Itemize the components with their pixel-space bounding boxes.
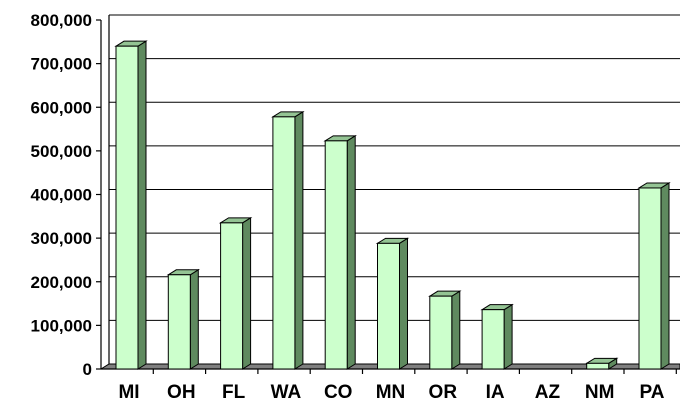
x-category-label: MN: [376, 382, 406, 403]
y-tick-label: 300,000: [31, 229, 92, 248]
y-tick-labels: 0 100,000 200,000 300,000 400,000 500,000 600,…: [31, 11, 92, 379]
y-tick-label: 700,000: [31, 55, 92, 74]
bar-front: [429, 295, 453, 370]
bar-front: [377, 242, 400, 370]
x-category-label: AZ: [535, 382, 561, 403]
bar-side: [346, 134, 356, 370]
x-category-label: PA: [640, 382, 665, 403]
bars: [114, 40, 671, 370]
bar-front: [115, 45, 139, 370]
bar-side: [451, 290, 461, 370]
bar-fl: [218, 216, 253, 370]
bar-front: [324, 140, 348, 370]
x-category-label: IA: [486, 382, 505, 403]
bar-side: [137, 40, 147, 370]
bar-side: [399, 237, 408, 370]
y-tick-label: 200,000: [31, 273, 92, 292]
x-category-label: FL: [222, 382, 246, 403]
bar-front: [638, 187, 662, 370]
bar-nm: [584, 357, 619, 370]
bar-side: [242, 216, 252, 370]
x-category-label: OR: [429, 382, 458, 403]
bar-pa: [637, 182, 671, 370]
bar-side: [660, 182, 670, 370]
bar-front: [272, 116, 296, 370]
bar-front: [481, 309, 505, 370]
bar-or: [428, 290, 462, 370]
bar-wa: [271, 110, 305, 370]
x-category-label: WA: [271, 382, 302, 403]
y-tick-label: 800,000: [31, 11, 92, 30]
x-category-label: CO: [324, 382, 353, 403]
bar-oh: [166, 268, 201, 370]
x-category-label: OH: [167, 382, 196, 403]
x-category-labels: MI OH FL WA CO MN OR IA AZ NM PA: [118, 382, 664, 403]
bar-co: [323, 134, 357, 370]
gridlines: [109, 14, 680, 321]
bar-front: [586, 362, 610, 370]
y-tick-label: 600,000: [31, 98, 92, 117]
bar-side: [503, 303, 513, 370]
y-tick-label: 0: [83, 360, 92, 379]
bar-side: [294, 110, 304, 370]
bar-mn: [375, 237, 410, 370]
bar-front: [220, 222, 244, 370]
x-category-label: NM: [585, 382, 615, 403]
y-tick-label: 100,000: [31, 316, 92, 335]
bar-front: [167, 274, 191, 370]
bar-side: [189, 268, 199, 370]
y-tick-label: 400,000: [31, 186, 92, 205]
bar-mi: [114, 40, 148, 370]
y-tick-label: 500,000: [31, 142, 92, 161]
bar-ia: [480, 303, 514, 370]
x-category-label: MI: [118, 382, 139, 403]
